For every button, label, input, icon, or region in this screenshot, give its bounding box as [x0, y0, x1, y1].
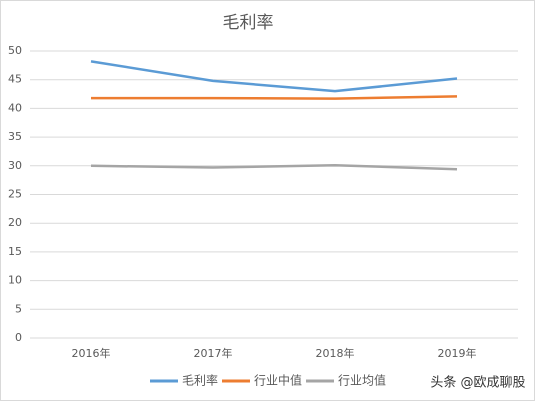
- series-line: [90, 60, 458, 93]
- legend-label: 行业中值: [254, 373, 302, 388]
- y-tick-label: 10: [8, 274, 22, 287]
- legend-label: 行业均值: [338, 373, 386, 388]
- y-tick-label: 0: [15, 331, 22, 344]
- y-tick-label: 20: [8, 216, 22, 229]
- x-tick-label: 2018年: [316, 346, 355, 360]
- y-tick-label: 25: [8, 188, 22, 201]
- y-tick-label: 5: [15, 302, 22, 315]
- x-tick-label: 2016年: [72, 346, 111, 360]
- y-tick-label: 40: [8, 101, 22, 114]
- series-line: [91, 95, 458, 100]
- x-tick-label: 2019年: [438, 346, 477, 360]
- x-tick-label: 2017年: [194, 346, 233, 360]
- y-tick-label: 15: [8, 245, 22, 258]
- y-tick-label: 50: [8, 44, 22, 57]
- y-tick-label: 30: [8, 159, 22, 172]
- watermark: 头条 @欧成聊股: [430, 375, 525, 391]
- chart-title: 毛利率: [223, 13, 274, 33]
- legend-label: 毛利率: [182, 373, 218, 388]
- series-line: [90, 163, 458, 171]
- y-tick-label: 35: [8, 130, 22, 143]
- y-tick-label: 45: [8, 73, 22, 86]
